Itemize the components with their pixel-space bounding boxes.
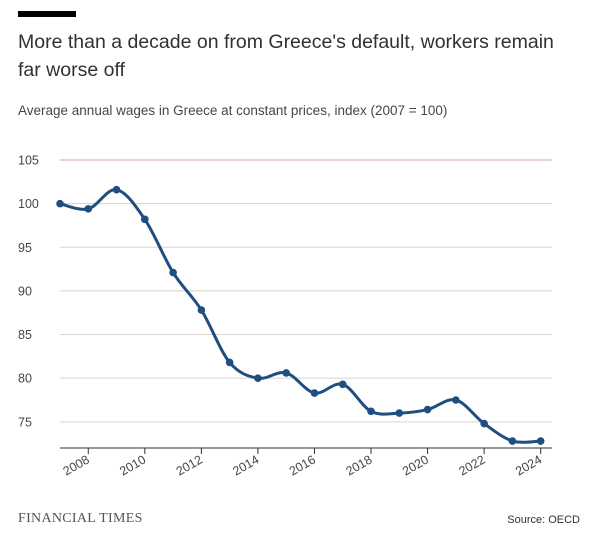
- data-point-2013: [226, 359, 234, 367]
- data-point-2014: [254, 374, 262, 382]
- data-point-2018: [367, 408, 375, 416]
- data-point-2011: [169, 269, 177, 277]
- wage-index-line: [60, 190, 541, 443]
- line-chart: 75 80 85 90 95 100 105 2008 2010 2012 2014 2016 2018…: [0, 140, 596, 510]
- data-point-2009: [113, 186, 121, 194]
- data-point-2015: [282, 369, 290, 377]
- x-tick-label: 2022: [457, 452, 488, 478]
- data-point-2020: [424, 406, 432, 414]
- chart-subtitle: Average annual wages in Greece at consta…: [18, 103, 578, 118]
- y-tick-label: 80: [18, 372, 32, 386]
- x-tick-label: 2018: [343, 452, 374, 478]
- y-tick-label: 100: [18, 197, 39, 211]
- source-note: Source: OECD: [507, 514, 580, 526]
- data-point-2010: [141, 216, 149, 224]
- data-point-2023: [509, 437, 517, 445]
- x-tick-label: 2010: [117, 452, 148, 478]
- data-point-2012: [198, 306, 206, 314]
- ft-accent-bar: [18, 11, 76, 17]
- data-point-2022: [480, 420, 488, 428]
- y-tick-label: 95: [18, 241, 32, 255]
- y-tick-label: 105: [18, 154, 39, 168]
- data-point-2021: [452, 396, 460, 404]
- x-tick-label: 2024: [513, 452, 544, 478]
- data-point-2016: [311, 389, 319, 397]
- y-tick-label: 90: [18, 284, 32, 298]
- y-tick-label: 85: [18, 328, 32, 342]
- x-tick-label: 2008: [61, 452, 92, 478]
- y-tick-label: 75: [18, 415, 32, 429]
- data-point-2024: [537, 437, 545, 445]
- chart-title: More than a decade on from Greece's defa…: [18, 28, 578, 84]
- data-point-2008: [84, 205, 92, 213]
- x-tick-label: 2012: [174, 452, 205, 478]
- x-tick-label: 2016: [287, 452, 318, 478]
- x-tick-label: 2020: [400, 452, 431, 478]
- data-point-2017: [339, 380, 347, 388]
- x-tick-label: 2014: [230, 452, 261, 478]
- data-point-2019: [396, 409, 404, 417]
- data-point-2007: [56, 200, 64, 208]
- brand-wordmark: FINANCIAL TIMES: [18, 511, 143, 527]
